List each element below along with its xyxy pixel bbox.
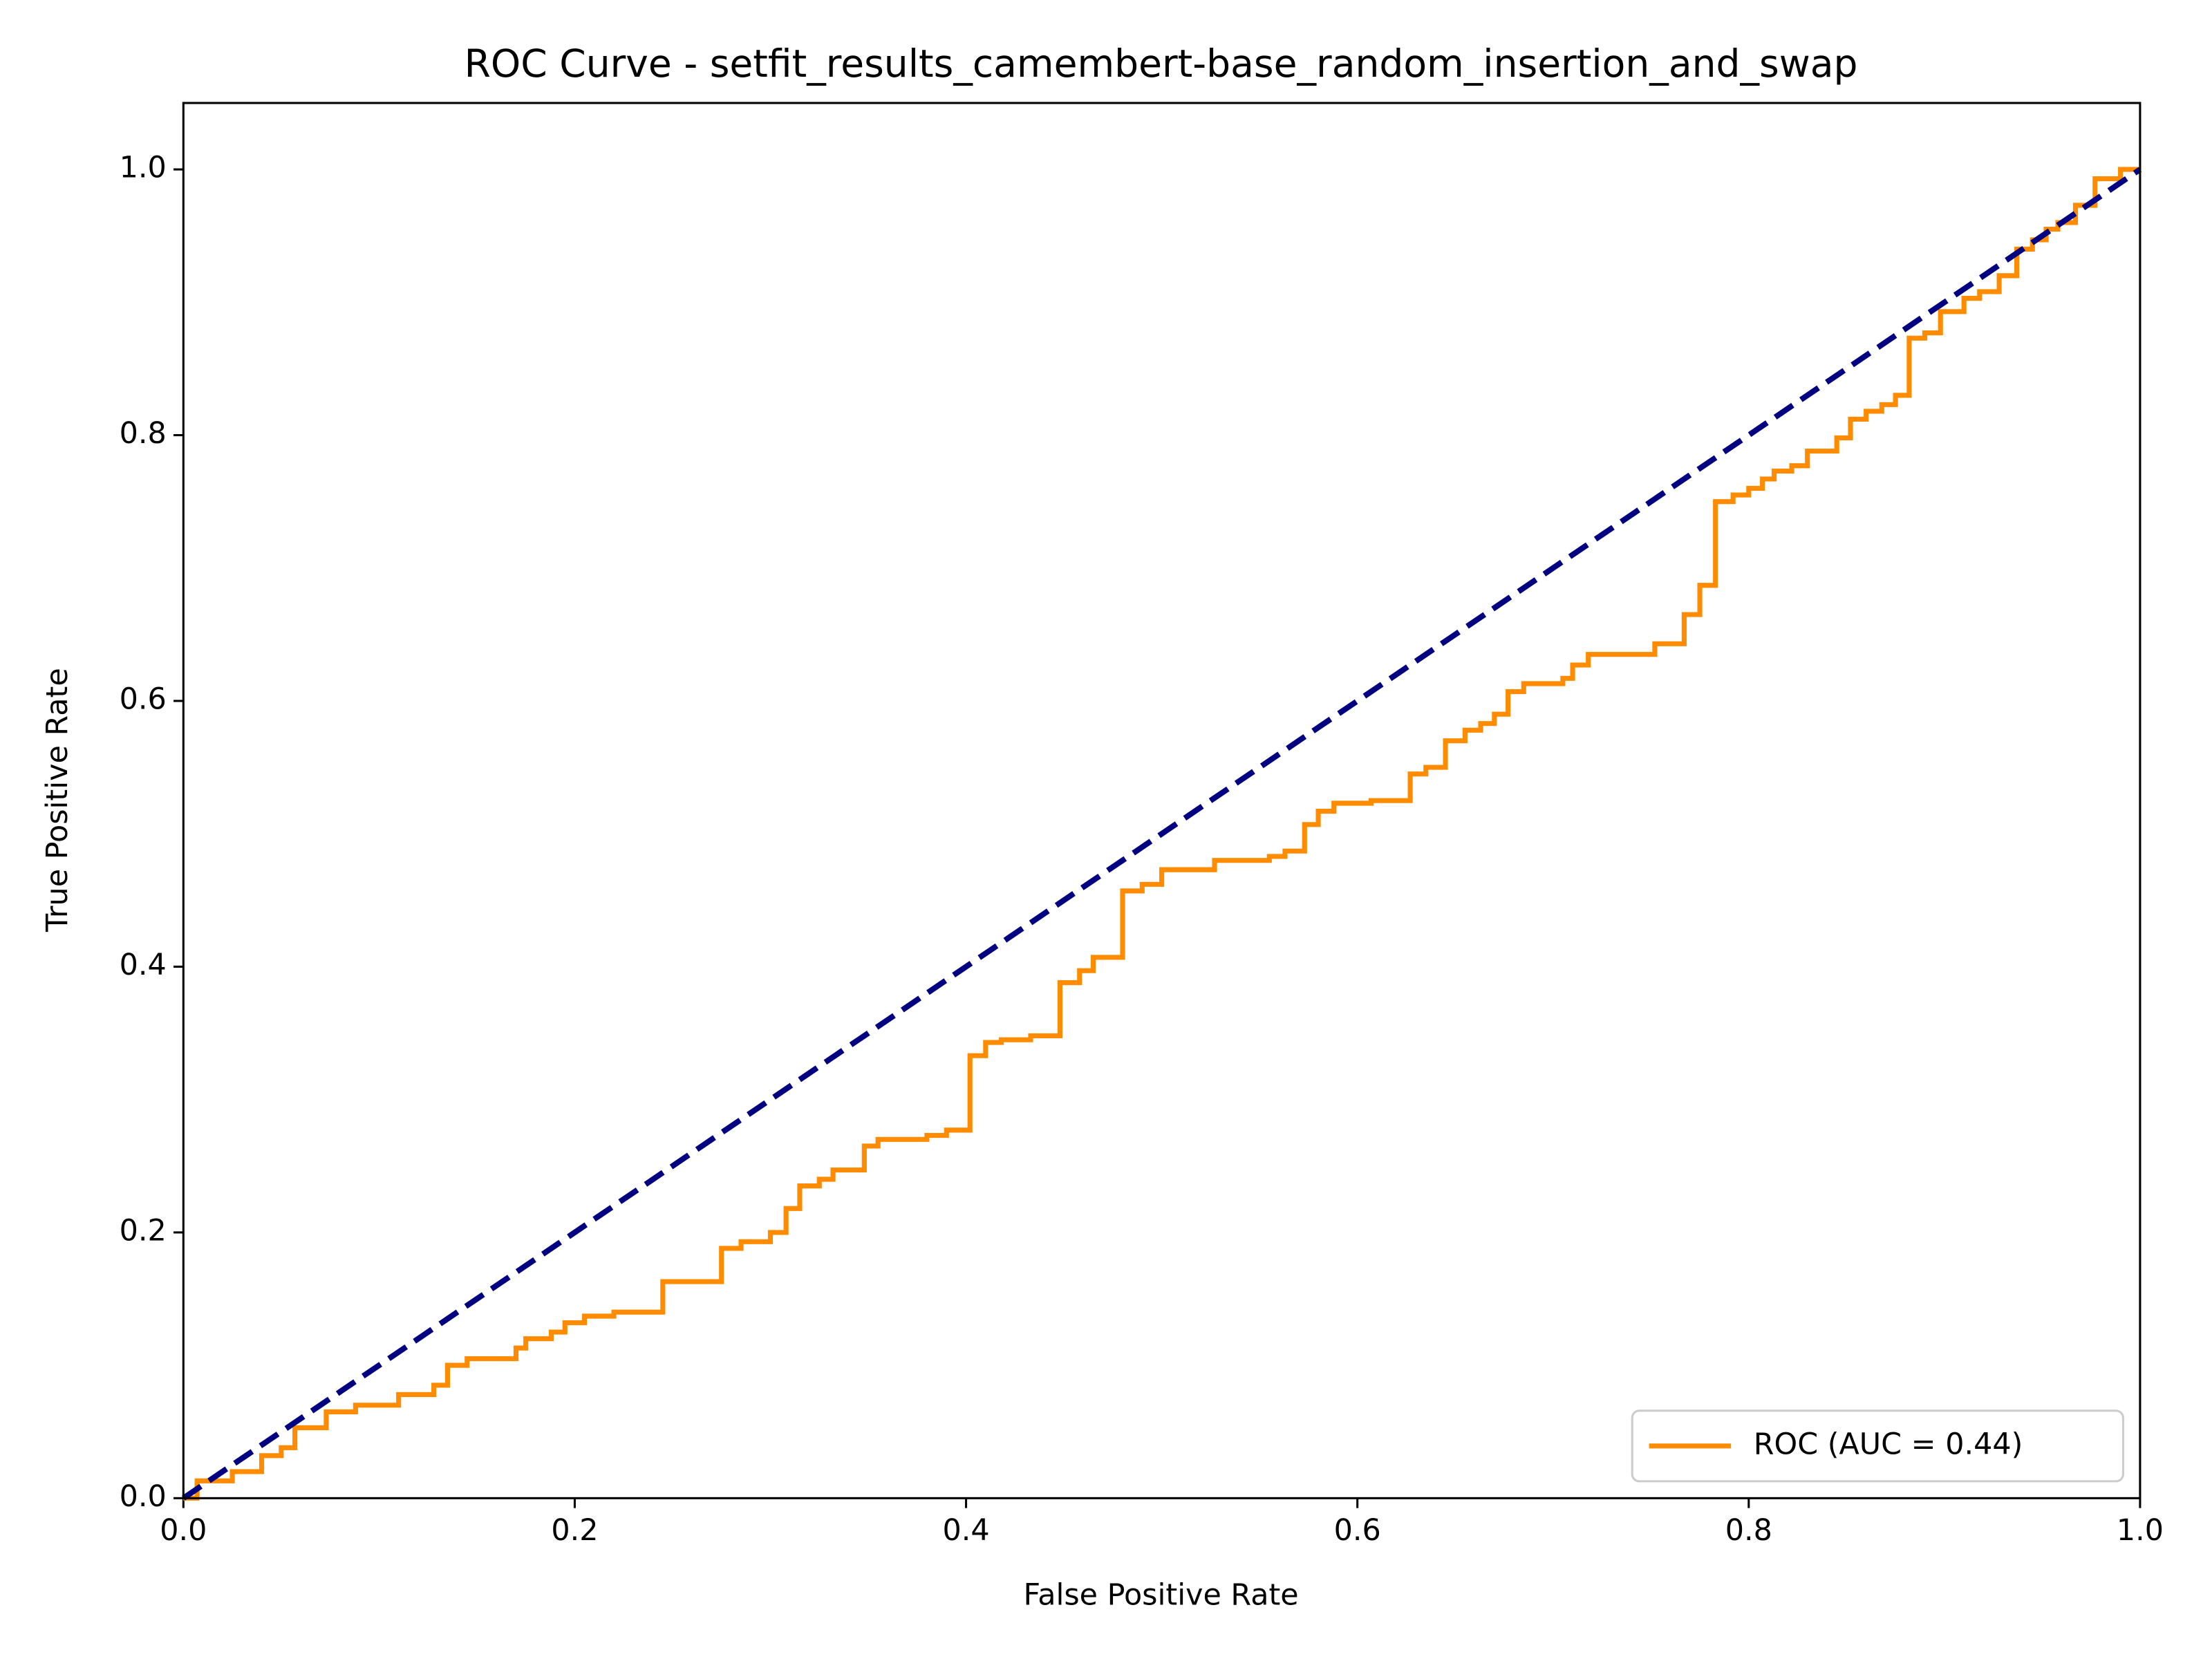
chart-title: ROC Curve - setfit_results_camembert-bas…	[465, 41, 1858, 86]
x-tick-label: 0.6	[1334, 1513, 1381, 1548]
x-tick-label: 0.8	[1725, 1513, 1772, 1548]
diagonal-line	[182, 167, 2142, 1501]
x-tick-label: 1.0	[2117, 1513, 2164, 1548]
legend-box	[1631, 1409, 2124, 1483]
y-tick-label: 1.0	[120, 151, 167, 185]
y-tick-label: 0.2	[120, 1213, 167, 1248]
x-tick-label: 0.4	[942, 1513, 989, 1548]
y-tick-label: 0.8	[120, 416, 167, 451]
y-tick-label: 0.6	[120, 682, 167, 716]
x-tick-label: 0.2	[551, 1513, 598, 1548]
y-tick-label: 0.0	[120, 1479, 167, 1514]
x-axis-label: False Positive Rate	[1023, 1578, 1298, 1613]
x-tick-label: 0.0	[160, 1513, 207, 1548]
y-axis-label: True Positive Rate	[40, 668, 75, 932]
legend-label: ROC (AUC = 0.44)	[1754, 1427, 2023, 1461]
y-tick-label: 0.4	[120, 948, 167, 982]
plot-frame	[182, 102, 2141, 1499]
roc-line	[183, 167, 2140, 1501]
